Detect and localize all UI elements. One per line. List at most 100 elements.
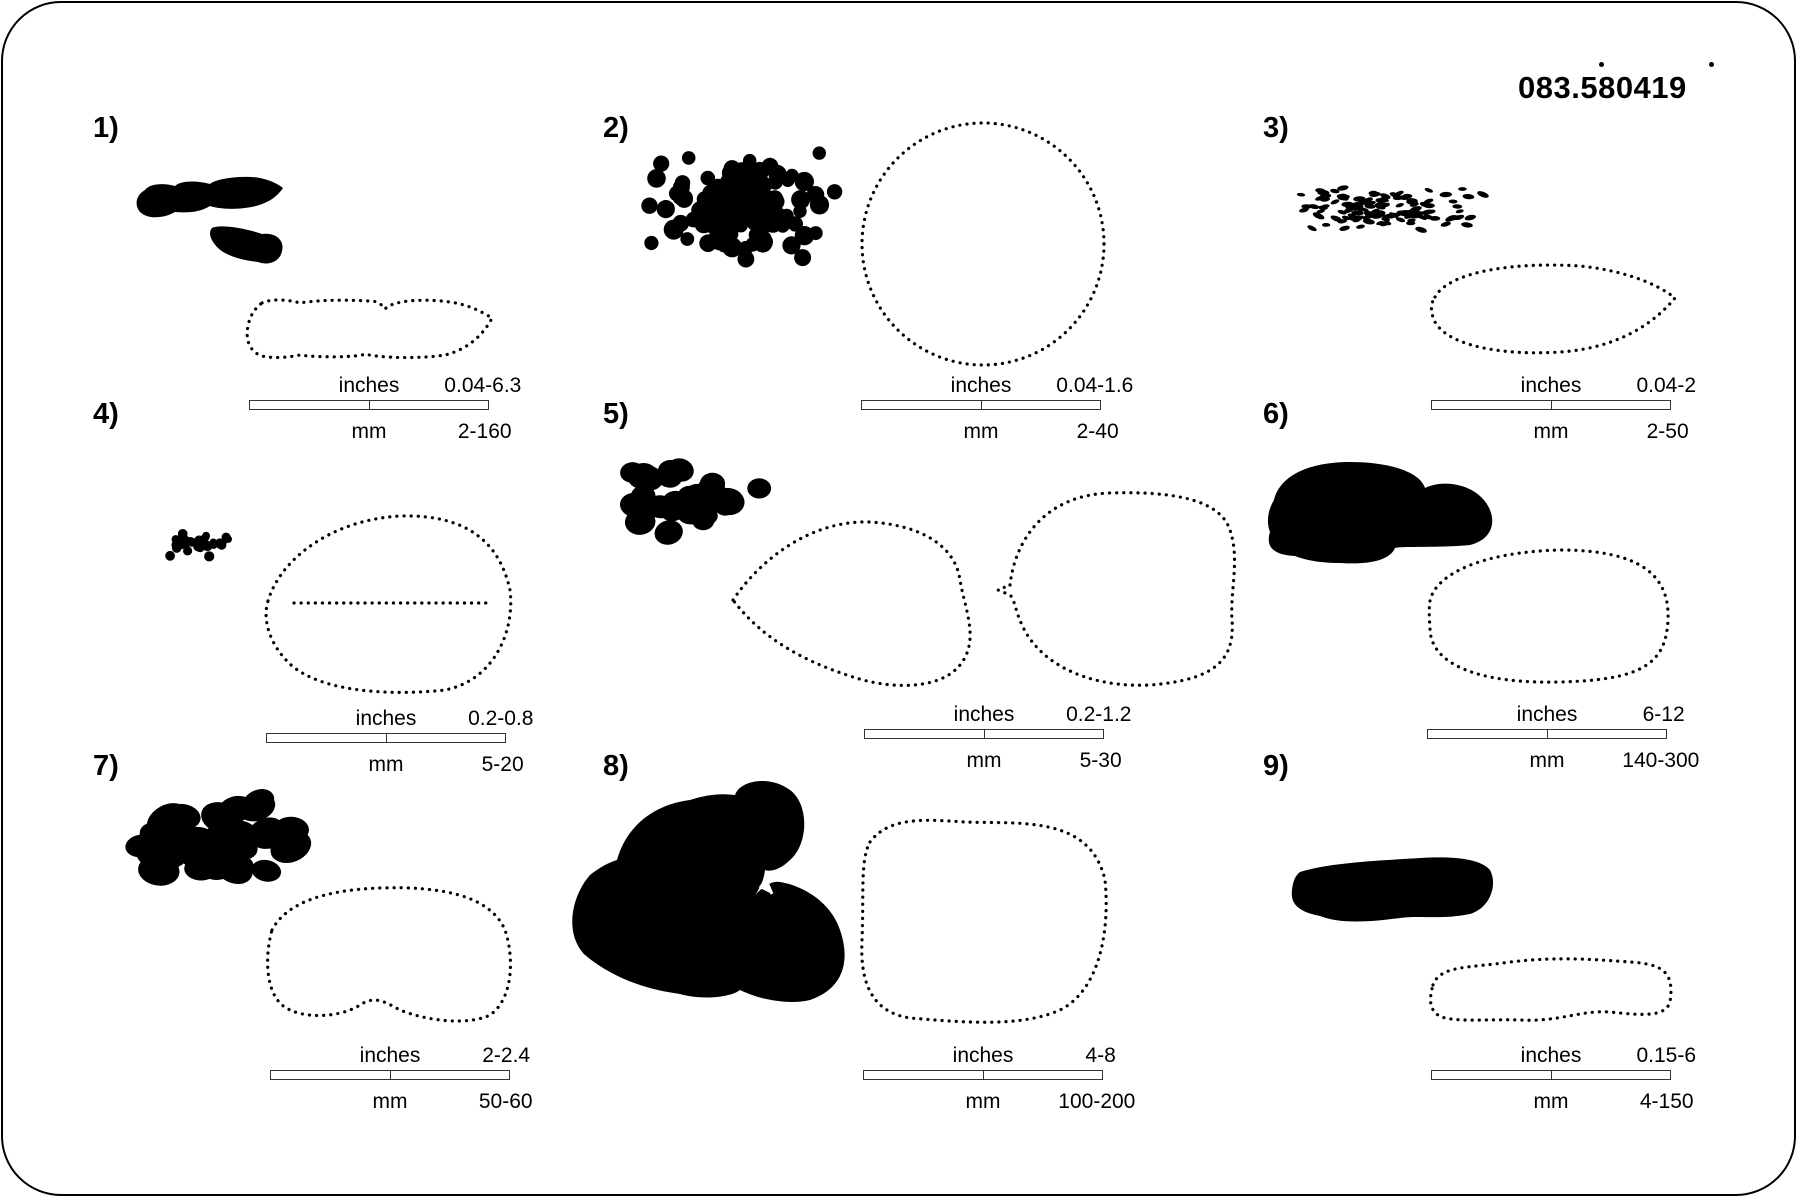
p2-dots-particle <box>762 209 779 227</box>
panel-4-silhouettes <box>165 529 232 562</box>
p3-dots-particle <box>1369 191 1381 197</box>
scale-5-inches-label: inches <box>953 703 1015 726</box>
p3-dots-particle <box>1424 188 1434 193</box>
p3-dots-particle <box>1382 221 1392 226</box>
scale-2-inches-range: 0.04-1.6 <box>1056 374 1134 397</box>
p2-dots-particle <box>700 170 716 186</box>
scale-4-mm-label: mm <box>368 753 404 776</box>
p5-dots-particle <box>620 462 645 483</box>
panel-7-silhouettes <box>125 789 312 886</box>
panel-3-outline <box>1429 263 1678 355</box>
panel-label-7: 7) <box>93 750 119 782</box>
p3-dots-particle <box>1315 195 1325 201</box>
p2-dots-particle <box>787 216 803 232</box>
scale-1-inches-range: 0.04-6.3 <box>444 374 522 397</box>
panel-9-outline <box>1429 957 1673 1022</box>
scale-8-bar <box>863 1070 1103 1080</box>
scale-3-bar <box>1431 400 1671 410</box>
p3-dots-particle <box>1448 199 1458 204</box>
p2-dots-particle <box>746 206 761 221</box>
scale-3-mm-label: mm <box>1533 420 1569 443</box>
p2-dots-particle <box>720 188 736 203</box>
panel-8-silhouettes <box>572 780 845 1002</box>
p3-dots-particle <box>1321 222 1331 227</box>
scale-3-inches-label: inches <box>1520 374 1582 397</box>
p3-dots-particle <box>1362 218 1375 225</box>
scale-3-inches-range: 0.04-2 <box>1636 374 1697 397</box>
scale-6-mm-label: mm <box>1529 749 1565 772</box>
p3-dots-particle <box>1407 218 1416 223</box>
scale-1-inches-label: inches <box>338 374 400 397</box>
scale-7-bar <box>270 1070 510 1080</box>
p3-dots-particle <box>1445 215 1457 222</box>
p3-dots-particle <box>1343 207 1354 214</box>
p5-dots-particle <box>747 478 772 499</box>
p3-dots-particle <box>1307 225 1317 232</box>
scale-1-mm-label: mm <box>351 420 387 443</box>
p3-dots-particle <box>1375 202 1385 207</box>
p2-dots-particle <box>782 236 801 255</box>
panel-label-4: 4) <box>93 398 119 430</box>
panel-4-outline <box>264 514 513 694</box>
scale-1-mm-range: 2-160 <box>457 420 512 443</box>
scale-6-inches-label: inches <box>1516 703 1578 726</box>
scale-5-inches-range: 0.2-1.2 <box>1066 703 1132 726</box>
p3-dots-particle <box>1391 212 1402 217</box>
scale-8-mm-label: mm <box>965 1090 1001 1113</box>
p2-dots-particle <box>812 146 826 160</box>
panel-label-9: 9) <box>1263 750 1289 782</box>
p2-dots-particle <box>647 169 666 188</box>
scale-5-mm-range: 5-30 <box>1079 749 1122 772</box>
catalog-code-text: 083.580419 <box>1518 70 1687 105</box>
panel-7-outline <box>266 886 512 1023</box>
p7-dots-particle <box>184 857 217 881</box>
scale-2-bar <box>861 400 1101 410</box>
p2-dots-particle <box>749 187 765 203</box>
p3-dots-particle <box>1337 194 1350 201</box>
p3-dots-particle <box>1419 201 1432 208</box>
p3-dots-particle <box>1299 207 1309 213</box>
scale-4-inches-range: 0.2-0.8 <box>468 707 534 730</box>
p4-dots-particle <box>172 543 182 553</box>
scale-2-mm-label: mm <box>963 420 999 443</box>
p3-dots-particle <box>1409 202 1419 207</box>
p3-dots-particle <box>1477 191 1489 198</box>
p3-dots-particle <box>1337 219 1348 224</box>
p3-dots-particle <box>1312 212 1325 220</box>
p5-dots-particle <box>654 520 683 545</box>
p2-dots-particle <box>644 235 659 251</box>
p3-dots-particle <box>1455 209 1464 214</box>
p4-dots-particle <box>224 535 232 543</box>
p3-dots-particle <box>1462 193 1475 200</box>
p3-dots-particle <box>1341 215 1351 221</box>
repeat-dot-end <box>1709 62 1714 67</box>
p2-dots-particle <box>826 184 843 200</box>
p2-dots-particle <box>775 219 790 233</box>
p3-dots-particle <box>1426 209 1436 214</box>
p5-dots-particle <box>666 458 694 482</box>
p7-dots-particle <box>125 834 157 858</box>
panel-2-silhouettes <box>641 146 843 268</box>
p2-dots-particle <box>717 213 735 231</box>
p3-dots-particle <box>1406 221 1416 226</box>
p2-dots-particle <box>740 177 755 192</box>
p7-dots-particle <box>237 792 276 822</box>
p3-dots-particle <box>1364 203 1376 209</box>
p2-dots-particle <box>694 213 712 231</box>
scale-4-mm-range: 5-20 <box>481 753 524 776</box>
p3-dots-particle <box>1321 204 1330 209</box>
p4-dots-particle <box>204 551 215 562</box>
scale-4-bar <box>266 733 506 743</box>
p2-dots-particle <box>663 219 684 240</box>
p3-dots-particle <box>1356 224 1365 229</box>
p3-dots-particle <box>1355 215 1364 221</box>
scale-8-inches-range: 4-8 <box>1085 1044 1116 1067</box>
p7-dots-particle <box>251 859 282 882</box>
panel-label-5: 5) <box>603 398 629 430</box>
p3-dots-particle <box>1461 222 1473 228</box>
p3-dots-particle <box>1330 188 1340 194</box>
p2-dots-particle <box>734 219 748 233</box>
p3-dots-particle <box>1399 196 1409 201</box>
scale-9-mm-label: mm <box>1533 1090 1569 1113</box>
scale-6-inches-range: 6-12 <box>1642 703 1685 726</box>
